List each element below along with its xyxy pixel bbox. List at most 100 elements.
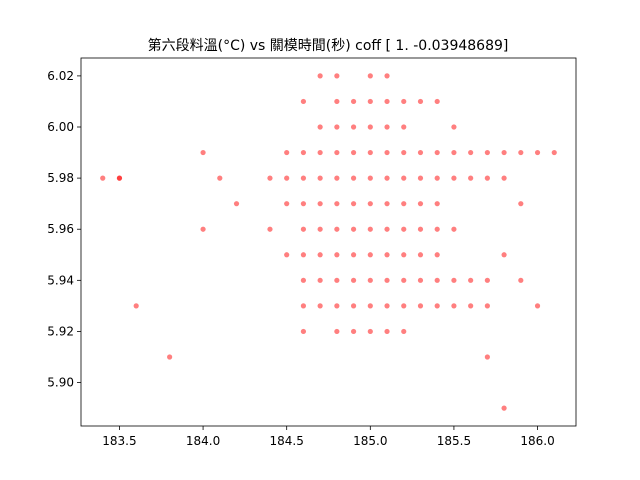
- data-point: [300, 226, 307, 232]
- y-tick-label: 5.98: [47, 171, 74, 185]
- data-point: [317, 175, 323, 181]
- data-point: [484, 303, 490, 309]
- chart-title: 第六段料溫(°C) vs 關模時間(秒) coff [ 1. -0.039486…: [148, 37, 509, 54]
- data-point: [334, 175, 340, 181]
- data-point: [350, 226, 357, 232]
- data-point: [300, 175, 307, 181]
- data-point: [367, 175, 373, 181]
- data-point: [401, 124, 407, 130]
- data-point: [534, 149, 541, 156]
- data-point: [233, 201, 240, 207]
- data-point: [334, 328, 340, 335]
- y-tick-label: 6.02: [47, 69, 74, 83]
- data-point: [384, 226, 390, 232]
- data-point: [451, 277, 457, 283]
- x-axis: 183.5 184.0 184.5 185.0 185.5 186.0: [102, 426, 555, 448]
- data-point: [417, 149, 424, 156]
- data-point: [401, 98, 407, 105]
- data-point: [350, 149, 357, 156]
- data-point: [317, 226, 323, 232]
- data-point: [133, 303, 139, 309]
- data-point: [317, 201, 323, 207]
- data-point: [401, 226, 407, 232]
- data-point: [384, 149, 390, 156]
- x-tick-label: 184.0: [186, 434, 220, 448]
- data-point: [484, 175, 490, 181]
- y-tick-label: 5.92: [47, 324, 74, 338]
- data-point: [417, 252, 424, 258]
- data-point: [317, 124, 323, 130]
- scatter-points: [100, 73, 557, 411]
- data-point: [451, 303, 457, 309]
- x-tick-label: 183.5: [102, 434, 136, 448]
- data-point: [334, 226, 340, 232]
- data-point: [484, 149, 490, 156]
- data-point: [367, 226, 373, 232]
- data-point: [300, 277, 307, 283]
- data-point: [367, 73, 373, 79]
- data-point: [401, 303, 407, 309]
- data-point: [501, 149, 507, 156]
- data-point: [384, 98, 390, 105]
- data-point: [284, 201, 290, 207]
- data-point: [300, 252, 307, 258]
- data-point: [401, 201, 407, 207]
- data-point: [350, 201, 357, 207]
- data-point: [434, 149, 440, 156]
- data-point: [417, 277, 424, 283]
- data-point: [384, 124, 390, 130]
- data-point: [434, 277, 440, 283]
- x-tick-label: 184.5: [270, 434, 304, 448]
- data-point: [434, 303, 440, 309]
- x-tick-label: 185.0: [353, 434, 387, 448]
- data-point: [417, 98, 424, 105]
- data-point: [434, 201, 440, 207]
- data-point: [284, 149, 290, 156]
- data-point: [434, 98, 440, 105]
- data-point: [367, 149, 373, 156]
- data-point: [200, 226, 206, 232]
- data-point: [350, 252, 357, 258]
- data-point: [417, 303, 424, 309]
- data-point: [518, 277, 524, 283]
- data-point: [350, 98, 357, 105]
- data-point: [451, 149, 457, 156]
- data-point: [116, 175, 123, 181]
- data-point: [367, 252, 373, 258]
- y-tick-label: 6.00: [47, 120, 74, 134]
- data-point: [367, 98, 373, 105]
- data-point: [501, 252, 507, 258]
- data-point: [451, 124, 457, 130]
- data-point: [350, 328, 357, 335]
- data-point: [384, 328, 390, 335]
- data-point: [434, 252, 440, 258]
- data-point: [350, 124, 357, 130]
- data-point: [284, 175, 290, 181]
- data-point: [451, 226, 457, 232]
- data-point: [401, 328, 407, 335]
- x-tick-label: 186.0: [520, 434, 554, 448]
- data-point: [167, 354, 173, 360]
- data-point: [334, 277, 340, 283]
- x-tick-label: 185.5: [437, 434, 471, 448]
- data-point: [417, 226, 424, 232]
- data-point: [334, 303, 340, 309]
- data-point: [284, 252, 290, 258]
- y-tick-label: 5.94: [47, 273, 74, 287]
- data-point: [267, 175, 273, 181]
- data-point: [384, 73, 390, 79]
- data-point: [384, 252, 390, 258]
- data-point: [468, 277, 474, 283]
- data-point: [401, 175, 407, 181]
- data-point: [334, 124, 340, 130]
- data-point: [100, 175, 106, 181]
- data-point: [551, 149, 557, 156]
- data-point: [334, 201, 340, 207]
- data-point: [434, 175, 440, 181]
- data-point: [484, 354, 490, 360]
- data-point: [350, 303, 357, 309]
- data-point: [334, 98, 340, 105]
- data-point: [217, 175, 223, 181]
- data-point: [200, 149, 206, 156]
